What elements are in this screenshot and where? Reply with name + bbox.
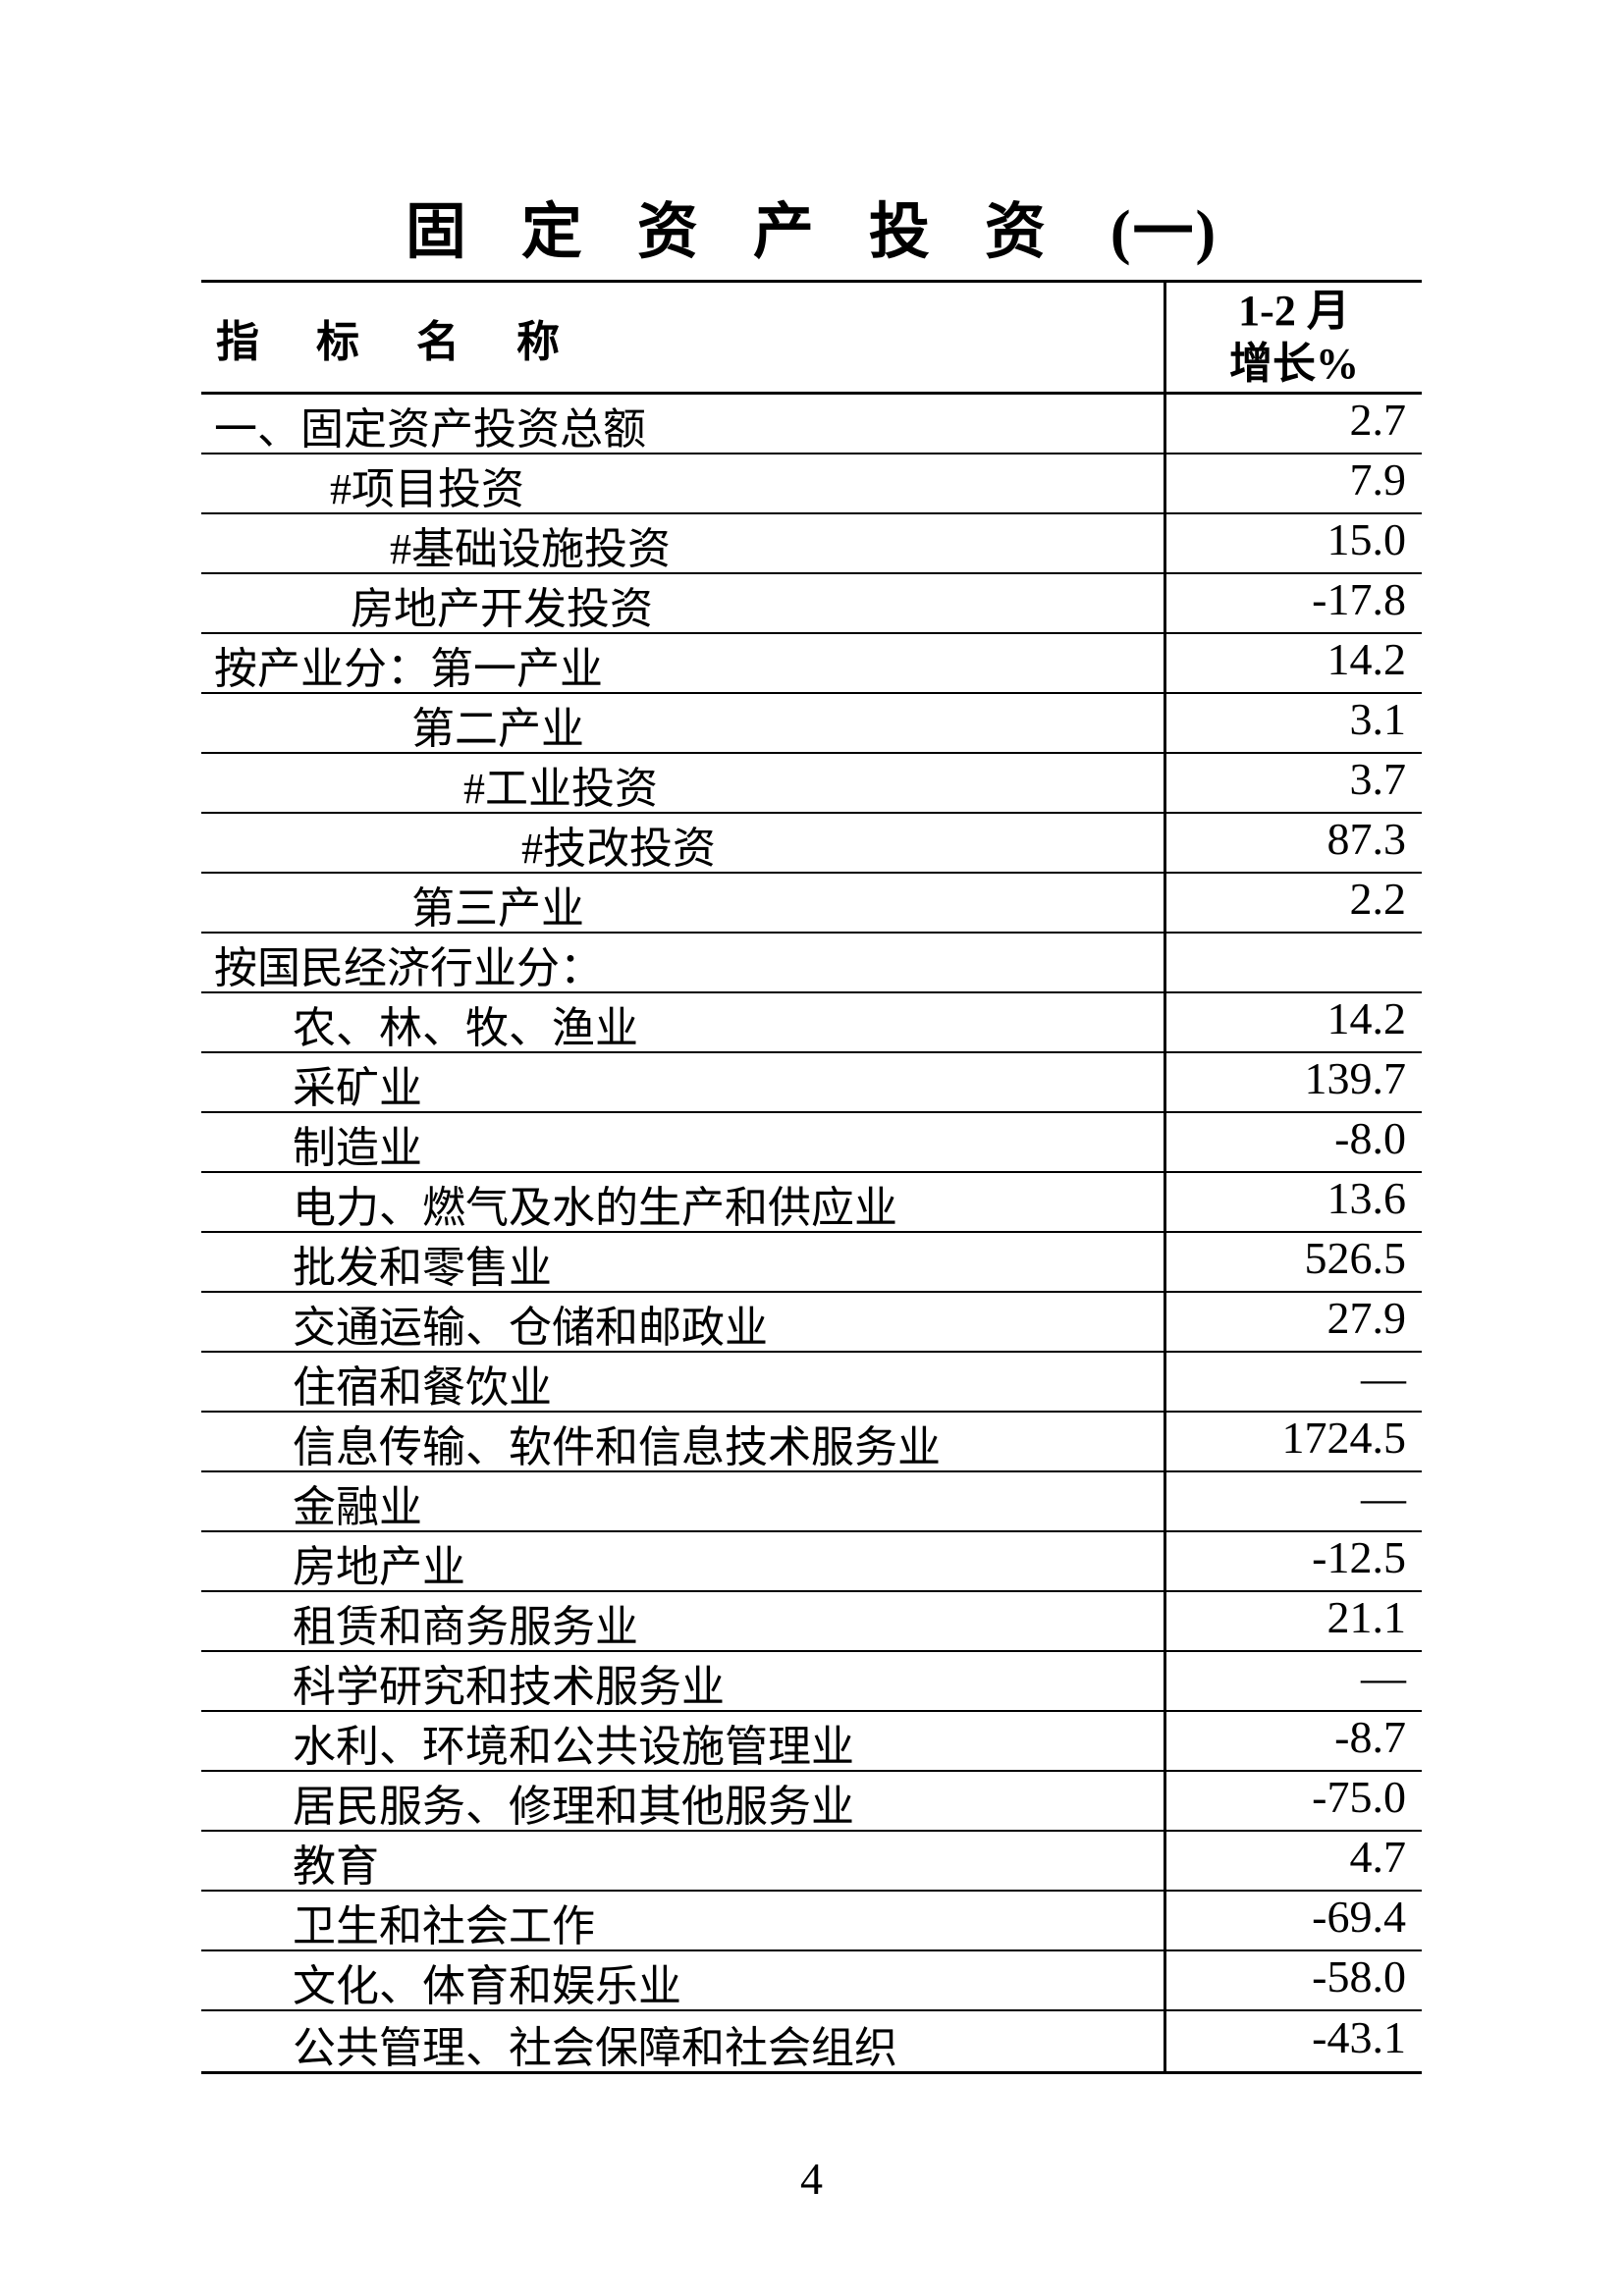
- growth-value: —: [1164, 1652, 1419, 1710]
- table-row: #项目投资 7.9: [201, 454, 1422, 514]
- table-row: 电力、燃气及水的生产和供应业 13.6: [201, 1173, 1422, 1233]
- indicator-label: 第二产业: [411, 705, 584, 753]
- indicator-label: 科学研究和技术服务业: [293, 1663, 725, 1711]
- table-row: 房地产业 -12.5: [201, 1532, 1422, 1592]
- growth-value: 7.9: [1164, 454, 1419, 512]
- indicator-label: 教育: [293, 1842, 379, 1891]
- indicator-label: 租赁和商务服务业: [293, 1603, 638, 1651]
- table-row: 公共管理、社会保障和社会组织 -43.1: [201, 2011, 1422, 2071]
- growth-value: 27.9: [1164, 1293, 1419, 1351]
- indicator-label: 制造业: [293, 1124, 422, 1172]
- growth-value: 526.5: [1164, 1233, 1419, 1291]
- table-row: 制造业 -8.0: [201, 1113, 1422, 1173]
- indicator-label: #工业投资: [463, 765, 658, 813]
- indicator-label: 房地产业: [293, 1543, 465, 1591]
- table-row: 采矿业 139.7: [201, 1053, 1422, 1113]
- table-row: 租赁和商务服务业 21.1: [201, 1592, 1422, 1652]
- page-title-text: 固定资产投资: [405, 199, 1101, 266]
- table-row: 水利、环境和公共设施管理业 -8.7: [201, 1712, 1422, 1772]
- table-row: #技改投资 87.3: [201, 814, 1422, 874]
- table-row: #工业投资 3.7: [201, 754, 1422, 814]
- growth-value: -69.4: [1164, 1892, 1419, 1949]
- table-row: 信息传输、软件和信息技术服务业 1724.5: [201, 1413, 1422, 1472]
- indicator-label: 按产业分：第一产业: [214, 645, 603, 693]
- header-period-growth: 1-2 月 增长%: [1164, 283, 1422, 392]
- table-row: 按产业分：第一产业 14.2: [201, 634, 1422, 694]
- header-indicator-name: 指标名称: [216, 317, 617, 366]
- growth-value: -17.8: [1164, 574, 1419, 632]
- indicator-label: 卫生和社会工作: [293, 1902, 595, 1950]
- growth-value: 139.7: [1164, 1053, 1419, 1111]
- growth-value: 2.7: [1164, 395, 1419, 453]
- indicator-label: 农、林、牧、渔业: [293, 1004, 638, 1052]
- growth-value: —: [1164, 1353, 1419, 1411]
- table-row: #基础设施投资 15.0: [201, 514, 1422, 574]
- table-body: 一、固定资产投资总额 2.7 #项目投资 7.9 #基础设施投资 15.0 房地产开发投资 -…: [201, 395, 1422, 2071]
- growth-value: [1164, 934, 1419, 991]
- table-row: 金融业 —: [201, 1472, 1422, 1532]
- page-number: 4: [800, 2154, 823, 2204]
- table-header-row: 指标名称 1-2 月 增长%: [201, 283, 1422, 395]
- table-row: 第二产业 3.1: [201, 694, 1422, 754]
- indicator-label: #项目投资: [330, 465, 524, 513]
- growth-value: —: [1164, 1472, 1419, 1530]
- indicator-label: 按国民经济行业分：: [214, 944, 603, 992]
- page-title: 固定资产投资 (一): [201, 199, 1422, 266]
- growth-value: -75.0: [1164, 1772, 1419, 1830]
- growth-value: 2.2: [1164, 874, 1419, 932]
- growth-value: 14.2: [1164, 993, 1419, 1051]
- indicator-label: 第三产业: [411, 884, 584, 933]
- indicator-label: 金融业: [293, 1483, 422, 1531]
- indicator-label: 交通运输、仓储和邮政业: [293, 1304, 768, 1352]
- indicator-label: 公共管理、社会保障和社会组织: [293, 2024, 897, 2072]
- indicator-label: #技改投资: [521, 825, 716, 873]
- indicator-label: 一、固定资产投资总额: [214, 405, 646, 454]
- table-row: 教育 4.7: [201, 1832, 1422, 1892]
- growth-value: -8.0: [1164, 1113, 1419, 1171]
- growth-value: 14.2: [1164, 634, 1419, 692]
- growth-value: 1724.5: [1164, 1413, 1419, 1470]
- table-row: 第三产业 2.2: [201, 874, 1422, 934]
- indicator-label: #基础设施投资: [390, 525, 671, 573]
- indicator-label: 水利、环境和公共设施管理业: [293, 1723, 854, 1771]
- indicator-label: 采矿业: [293, 1064, 422, 1112]
- growth-value: -12.5: [1164, 1532, 1419, 1590]
- growth-value: -8.7: [1164, 1712, 1419, 1770]
- table-row: 住宿和餐饮业 —: [201, 1353, 1422, 1413]
- growth-value: 15.0: [1164, 514, 1419, 572]
- investment-table: 指标名称 1-2 月 增长% 一、固定资产投资总额 2.7 #项目投资 7.9 #基础设…: [201, 280, 1422, 2074]
- growth-value: -58.0: [1164, 1951, 1419, 2009]
- page-title-suffix: (一): [1110, 199, 1218, 266]
- table-row: 交通运输、仓储和邮政业 27.9: [201, 1293, 1422, 1353]
- growth-value: 3.1: [1164, 694, 1419, 752]
- table-row: 科学研究和技术服务业 —: [201, 1652, 1422, 1712]
- indicator-label: 批发和零售业: [293, 1244, 552, 1292]
- header-period-line1: 1-2 月: [1238, 286, 1350, 335]
- indicator-label: 电力、燃气及水的生产和供应业: [293, 1184, 897, 1232]
- table-row: 农、林、牧、渔业 14.2: [201, 993, 1422, 1053]
- growth-value: -43.1: [1164, 2011, 1419, 2071]
- table-row: 卫生和社会工作 -69.4: [201, 1892, 1422, 1951]
- indicator-label: 住宿和餐饮业: [293, 1363, 552, 1412]
- indicator-label: 信息传输、软件和信息技术服务业: [293, 1423, 941, 1471]
- growth-value: 87.3: [1164, 814, 1419, 872]
- growth-value: 21.1: [1164, 1592, 1419, 1650]
- growth-value: 3.7: [1164, 754, 1419, 812]
- table-row: 按国民经济行业分：: [201, 934, 1422, 993]
- indicator-label: 文化、体育和娱乐业: [293, 1962, 681, 2010]
- table-row: 文化、体育和娱乐业 -58.0: [201, 1951, 1422, 2011]
- table-row: 一、固定资产投资总额 2.7: [201, 395, 1422, 454]
- growth-value: 13.6: [1164, 1173, 1419, 1231]
- table-row: 房地产开发投资 -17.8: [201, 574, 1422, 634]
- indicator-label: 居民服务、修理和其他服务业: [293, 1783, 854, 1831]
- growth-value: 4.7: [1164, 1832, 1419, 1890]
- table-row: 批发和零售业 526.5: [201, 1233, 1422, 1293]
- header-period-line2: 增长%: [1229, 339, 1359, 388]
- table-row: 居民服务、修理和其他服务业 -75.0: [201, 1772, 1422, 1832]
- indicator-label: 房地产开发投资: [351, 585, 653, 633]
